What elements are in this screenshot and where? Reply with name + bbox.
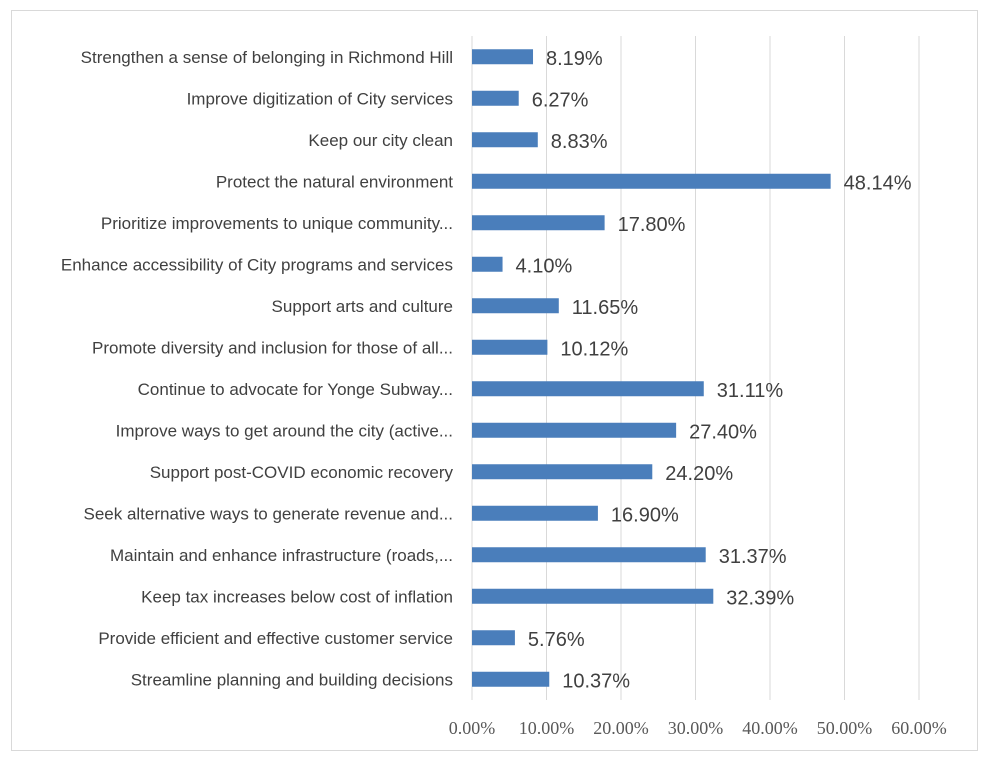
bar xyxy=(472,173,831,189)
data-label: 48.14% xyxy=(844,172,912,194)
bar xyxy=(472,298,559,314)
data-label: 10.37% xyxy=(562,670,630,692)
data-label: 24.20% xyxy=(665,463,733,485)
category-label: Enhance accessibility of City programs a… xyxy=(61,255,453,274)
x-tick-label: 0.00% xyxy=(449,718,496,738)
bar xyxy=(472,422,677,438)
bar xyxy=(472,547,706,563)
data-label: 31.11% xyxy=(717,380,784,402)
data-label: 6.27% xyxy=(532,89,589,111)
bar xyxy=(472,505,598,521)
category-label: Prioritize improvements to unique commun… xyxy=(101,214,453,233)
category-label: Keep our city clean xyxy=(308,131,453,150)
category-label: Protect the natural environment xyxy=(216,172,453,191)
bar xyxy=(472,381,704,397)
data-label: 17.80% xyxy=(618,214,686,236)
data-label: 32.39% xyxy=(726,587,794,609)
data-label: 4.10% xyxy=(516,255,573,277)
category-label: Improve ways to get around the city (act… xyxy=(116,421,453,440)
x-tick-label: 10.00% xyxy=(519,718,575,738)
x-tick-label: 40.00% xyxy=(742,718,798,738)
category-label: Promote diversity and inclusion for thos… xyxy=(92,338,453,357)
data-label: 11.65% xyxy=(572,297,639,319)
bar xyxy=(472,132,538,148)
data-label: 8.83% xyxy=(551,131,608,153)
data-label: 27.40% xyxy=(689,421,757,443)
bars xyxy=(472,49,831,687)
data-label: 16.90% xyxy=(611,504,679,526)
category-label: Provide efficient and effective customer… xyxy=(98,629,453,648)
bar xyxy=(472,90,519,106)
category-label: Maintain and enhance infrastructure (roa… xyxy=(110,546,453,565)
labels: 0.00% 10.00% 20.00% 30.00% 40.00% 50.00% 60.00… xyxy=(61,48,947,738)
x-tick-label: 20.00% xyxy=(593,718,649,738)
bar xyxy=(472,256,503,272)
data-label: 5.76% xyxy=(528,629,585,651)
bar xyxy=(472,630,515,646)
category-label: Support post-COVID economic recovery xyxy=(150,463,454,482)
bar xyxy=(472,671,550,687)
category-label: Support arts and culture xyxy=(272,297,453,316)
bar xyxy=(472,49,534,65)
category-label: Streamline planning and building decisio… xyxy=(131,670,453,689)
category-label: Strengthen a sense of belonging in Richm… xyxy=(81,48,453,67)
category-label: Seek alternative ways to generate revenu… xyxy=(83,504,453,523)
category-label: Improve digitization of City services xyxy=(187,89,453,108)
bar xyxy=(472,588,714,604)
x-tick-label: 50.00% xyxy=(817,718,873,738)
category-label: Continue to advocate for Yonge Subway... xyxy=(138,380,453,399)
data-label: 31.37% xyxy=(719,546,787,568)
bar xyxy=(472,339,548,355)
category-label: Keep tax increases below cost of inflati… xyxy=(141,587,453,606)
x-tick-label: 60.00% xyxy=(891,718,947,738)
x-tick-label: 30.00% xyxy=(668,718,724,738)
data-label: 8.19% xyxy=(546,48,603,70)
bar xyxy=(472,215,605,231)
data-label: 10.12% xyxy=(560,338,628,360)
bar xyxy=(472,464,653,480)
